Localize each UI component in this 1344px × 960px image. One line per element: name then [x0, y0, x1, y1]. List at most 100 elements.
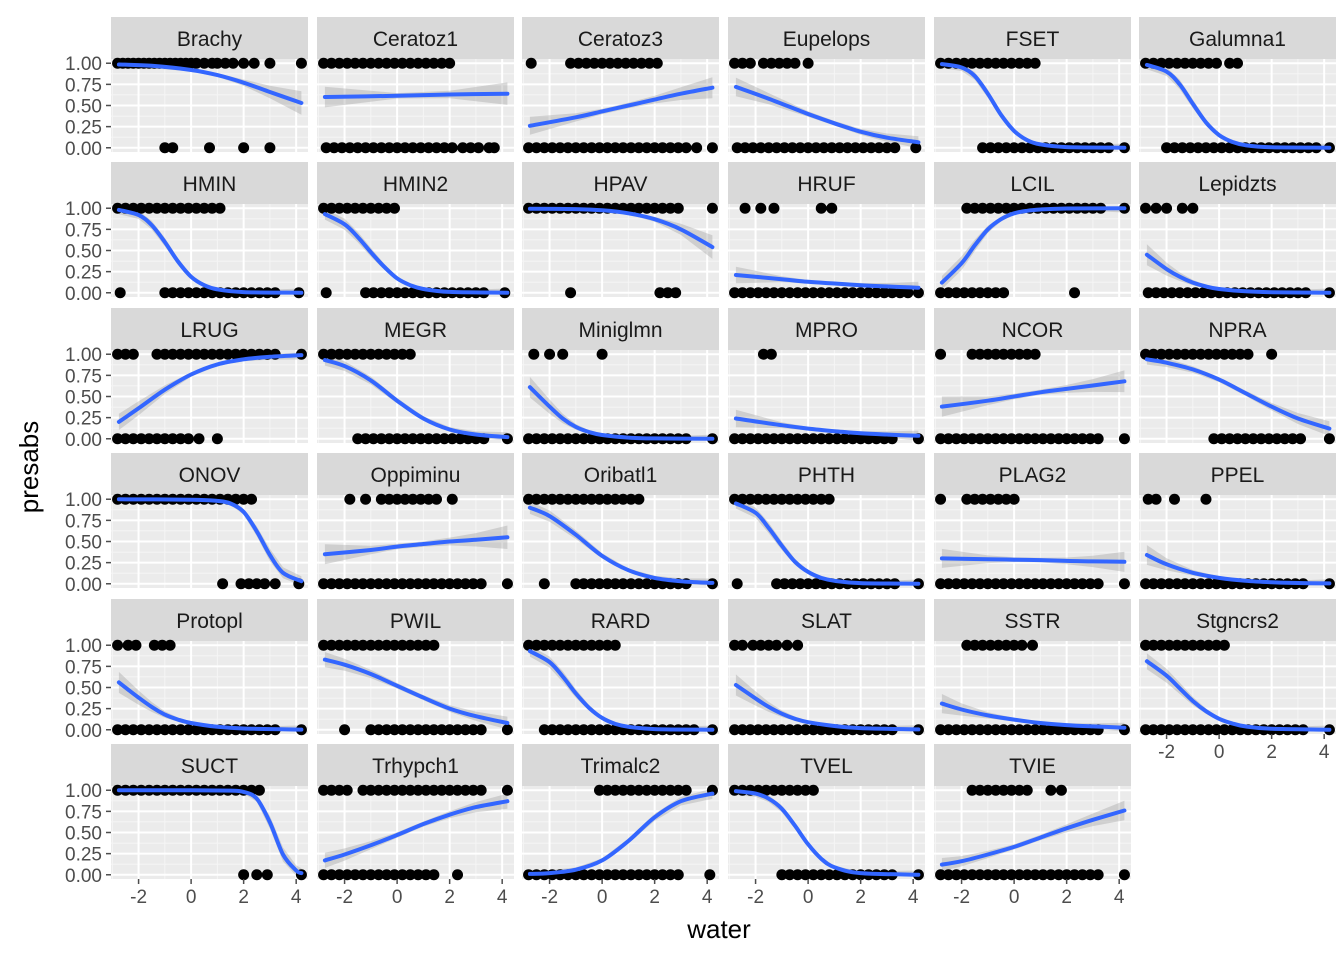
data-point [295, 57, 307, 69]
data-point [641, 784, 653, 796]
data-point [768, 287, 780, 299]
data-point [649, 578, 661, 590]
data-point [261, 869, 273, 881]
y-tick-label: 0.50 [65, 533, 102, 554]
data-point [1263, 433, 1275, 445]
data-point [641, 578, 653, 590]
data-point [1000, 202, 1012, 214]
facet-panel-PPEL: PPEL [1139, 453, 1336, 590]
data-point [792, 287, 804, 299]
data-point [1140, 724, 1152, 736]
x-tick-label: -2 [541, 887, 558, 908]
data-point [1021, 869, 1033, 881]
data-point [1118, 869, 1130, 881]
data-point [781, 57, 793, 69]
data-point [942, 724, 954, 736]
x-tick-label: -2 [1158, 742, 1175, 763]
data-point [1021, 724, 1033, 736]
fitted-curve [527, 649, 715, 732]
data-point [459, 784, 471, 796]
data-point [1005, 578, 1017, 590]
data-point [420, 869, 432, 881]
data-point [657, 869, 669, 881]
data-point [462, 433, 474, 445]
data-point [823, 433, 835, 445]
facet-label: PHTH [798, 464, 855, 487]
data-point [752, 287, 764, 299]
data-point [381, 202, 393, 214]
data-point [1027, 639, 1038, 651]
data-point [365, 57, 377, 69]
data-point [151, 724, 163, 736]
data-point [792, 724, 804, 736]
data-point [365, 578, 377, 590]
data-point [641, 869, 653, 881]
y-tick-label: 0.00 [65, 284, 102, 305]
data-point [807, 784, 819, 796]
data-point [530, 142, 542, 154]
data-point [982, 724, 994, 736]
data-point [175, 433, 187, 445]
data-point [873, 142, 885, 154]
facet-panel-LCIL: LCIL [934, 162, 1131, 299]
facet-label: PWIL [390, 610, 441, 633]
data-point [420, 639, 432, 651]
data-point [525, 57, 537, 69]
data-point [958, 578, 970, 590]
data-point [325, 578, 337, 590]
data-point [404, 348, 416, 360]
data-point [1163, 639, 1175, 651]
data-point [1203, 348, 1215, 360]
data-point [388, 724, 400, 736]
x-axis-col-4: -2 0 2 4 [747, 879, 919, 908]
data-point [1092, 869, 1104, 881]
data-point [1210, 639, 1222, 651]
data-point [847, 433, 859, 445]
data-point [333, 869, 345, 881]
data-point [1029, 869, 1041, 881]
facet-label: Eupelops [783, 28, 871, 51]
data-point [625, 142, 637, 154]
data-point [333, 348, 345, 360]
data-point [744, 724, 756, 736]
facet-strip [934, 599, 1131, 641]
data-point [325, 348, 337, 360]
data-point [768, 784, 780, 796]
data-point [373, 578, 385, 590]
data-point [578, 142, 590, 154]
data-point [1008, 493, 1020, 505]
data-point [729, 724, 741, 736]
data-point [649, 202, 661, 214]
data-point [990, 578, 1002, 590]
data-point [1210, 724, 1222, 736]
data-point [1150, 493, 1162, 505]
data-point [349, 869, 361, 881]
data-point [617, 869, 629, 881]
data-point [1045, 869, 1057, 881]
data-point [1140, 639, 1152, 651]
data-point [467, 578, 479, 590]
data-point [942, 287, 954, 299]
data-point [654, 287, 666, 299]
data-point [1029, 724, 1041, 736]
data-point [523, 433, 535, 445]
data-point [842, 142, 854, 154]
data-point [373, 869, 385, 881]
facet-strip [1139, 453, 1336, 495]
data-point [625, 869, 637, 881]
data-point [444, 724, 456, 736]
data-point [578, 639, 590, 651]
data-point [1045, 433, 1057, 445]
data-point [167, 433, 179, 445]
facet-strip [522, 308, 719, 350]
data-point [1200, 493, 1212, 505]
data-point [786, 142, 798, 154]
facet-strip [728, 453, 925, 495]
data-point [807, 724, 819, 736]
data-point [1045, 724, 1057, 736]
data-point [383, 287, 395, 299]
data-point [847, 287, 859, 299]
data-point [333, 202, 345, 214]
data-point [357, 348, 369, 360]
facet-label: Miniglmn [578, 319, 662, 342]
